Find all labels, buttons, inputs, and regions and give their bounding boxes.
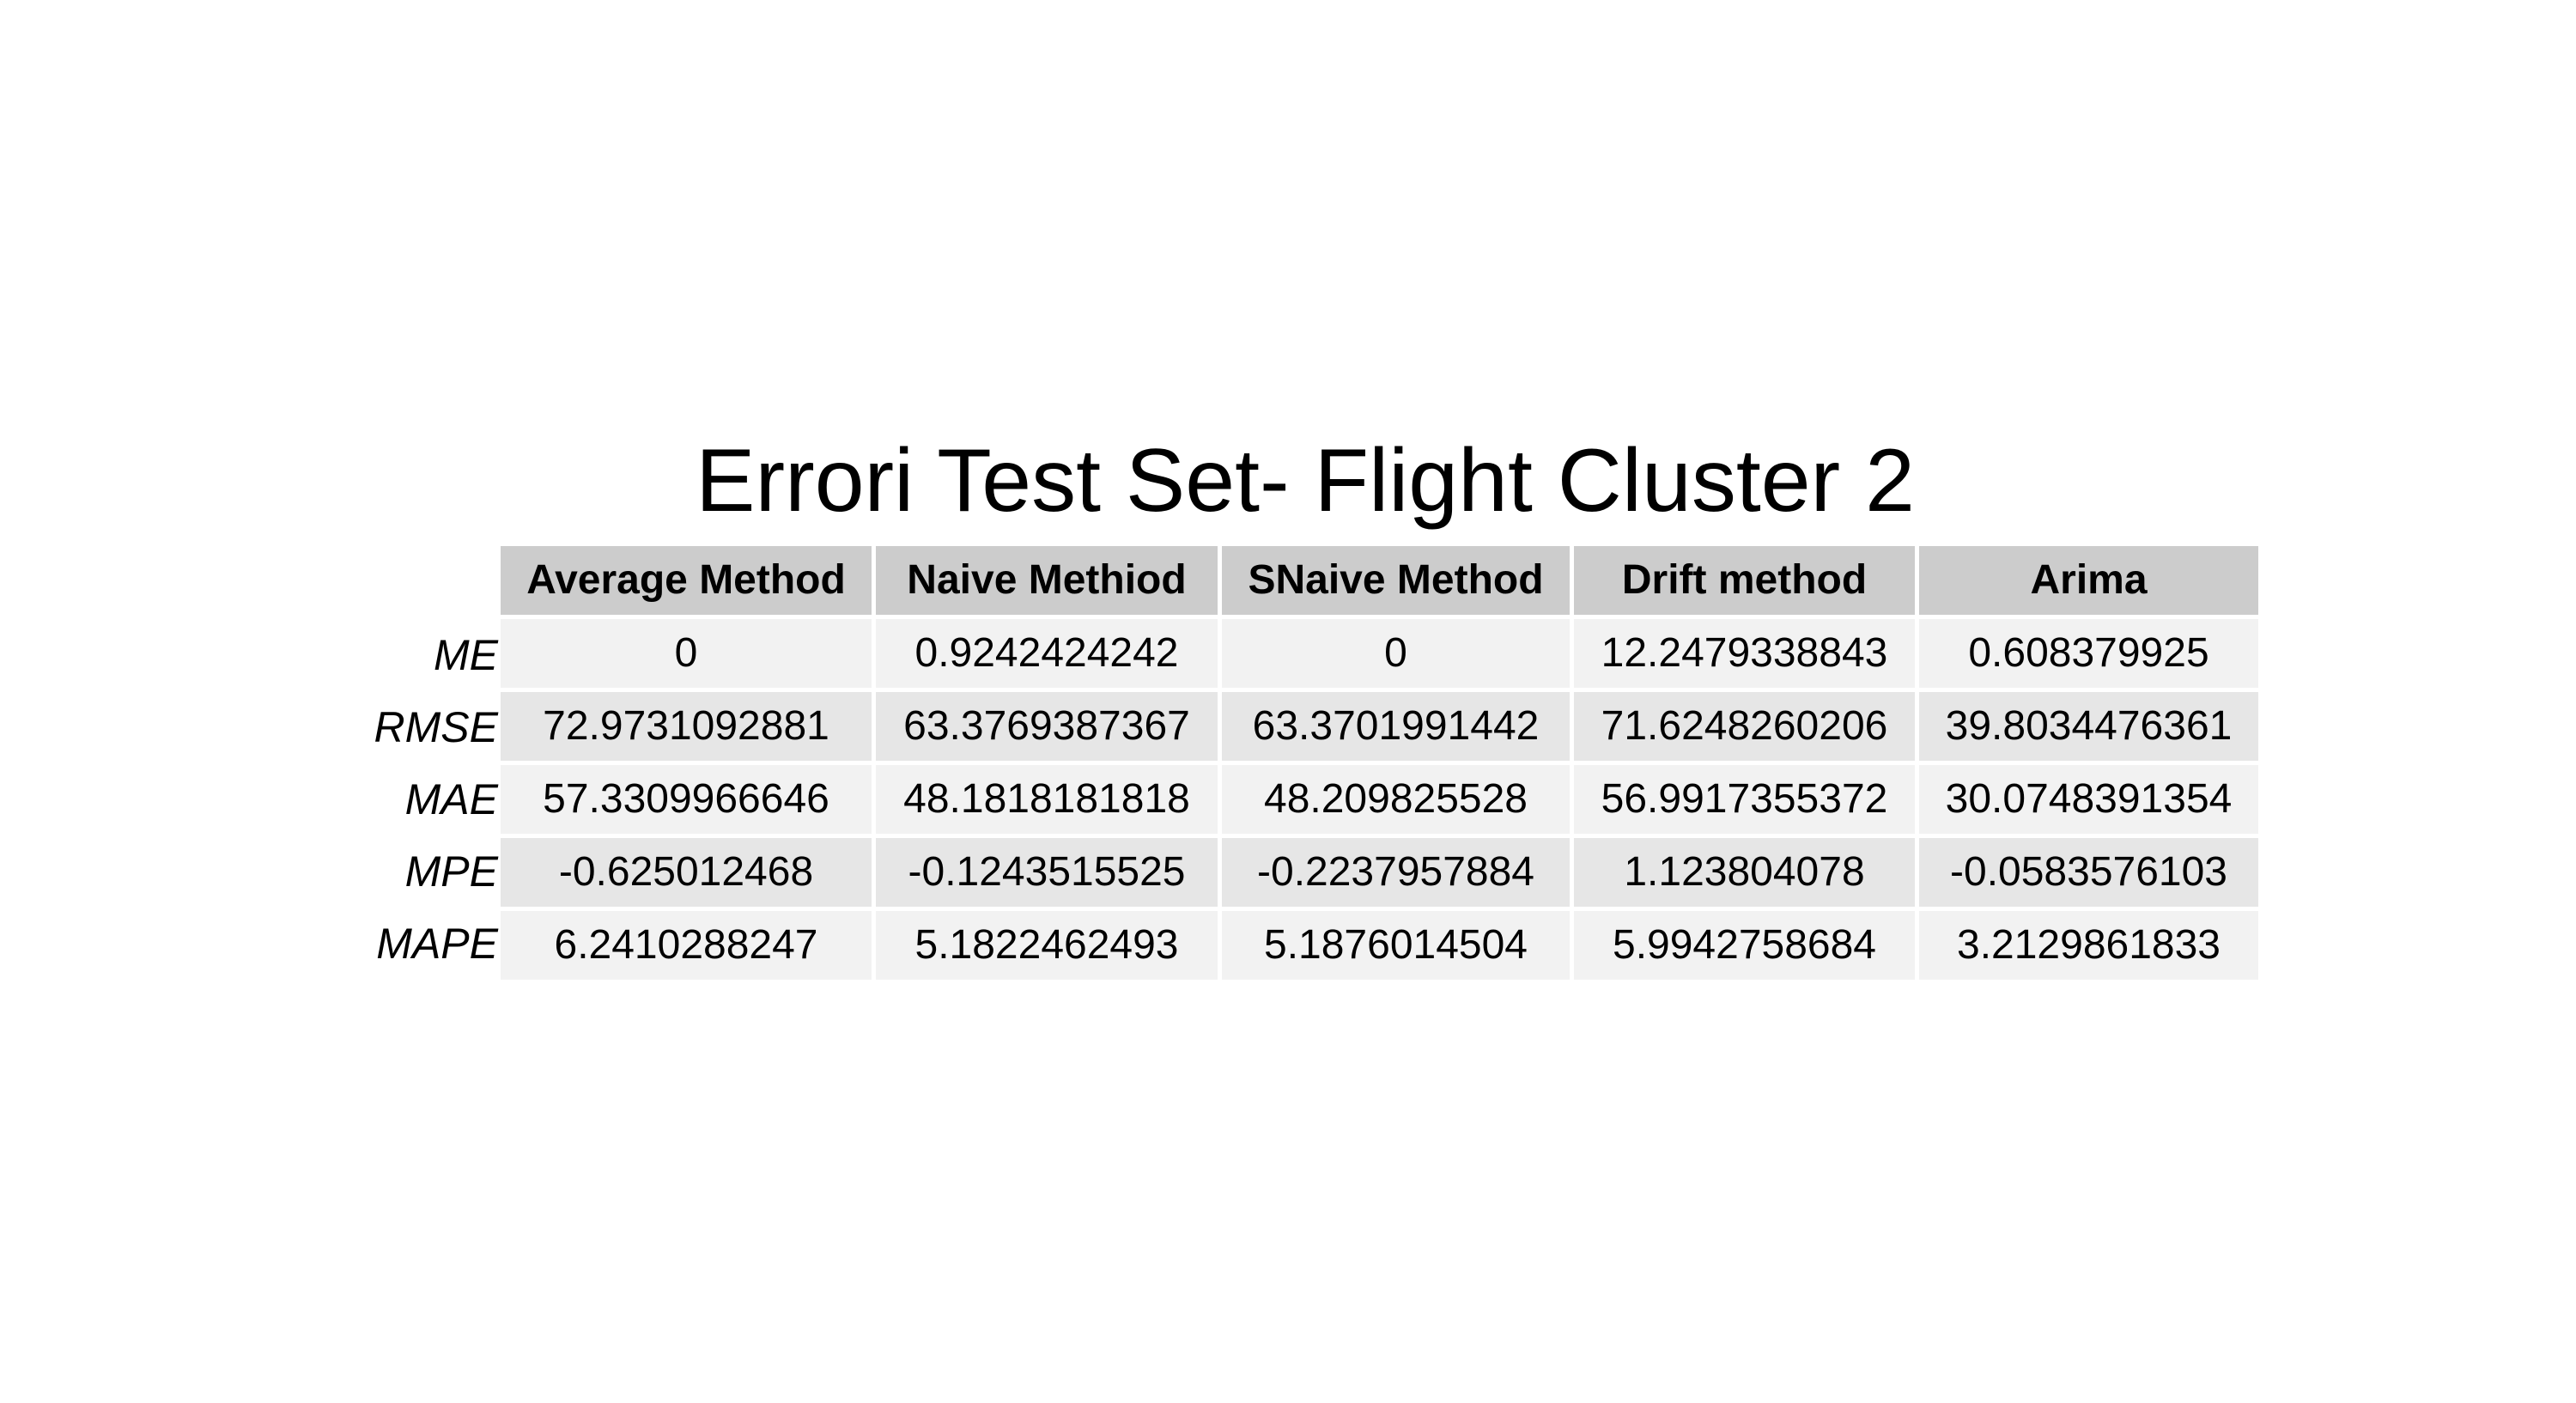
table-row-mpe: -0.625012468 -0.1243515525 -0.2237957884… [501, 838, 2258, 907]
table-cell: 5.1876014504 [1222, 911, 1570, 980]
table-cell: 0.608379925 [1919, 619, 2258, 688]
table-cell: 3.2129861833 [1919, 911, 2258, 980]
row-label-mpe: MPE [404, 847, 498, 896]
table-cell: 63.3701991442 [1222, 692, 1570, 761]
row-labels: ME RMSE MAE MPE MAPE [361, 619, 498, 980]
table-cell: -0.2237957884 [1222, 838, 1570, 907]
table-cell: 0 [501, 619, 872, 688]
row-label-me: ME [434, 631, 498, 679]
table-cell: 1.123804078 [1574, 838, 1915, 907]
table-row-rmse: 72.9731092881 63.3769387367 63.370199144… [501, 692, 2258, 761]
table-cell: 6.2410288247 [501, 911, 872, 980]
table-cell: 0.9242424242 [876, 619, 1218, 688]
table-cell: 72.9731092881 [501, 692, 872, 761]
error-table: Average Method Naive Methiod SNaive Meth… [496, 542, 2263, 984]
table-cell: 0 [1222, 619, 1570, 688]
table-cell: 12.2479338843 [1574, 619, 1915, 688]
column-header-average-method: Average Method [501, 546, 872, 615]
header-row: Average Method Naive Methiod SNaive Meth… [501, 546, 2258, 615]
table-cell: -0.1243515525 [876, 838, 1218, 907]
table-cell: 63.3769387367 [876, 692, 1218, 761]
row-label-rmse: RMSE [374, 703, 498, 751]
column-header-arima: Arima [1919, 546, 2258, 615]
chart-title: Errori Test Set- Flight Cluster 2 [696, 431, 1915, 531]
table-cell: 30.0748391354 [1919, 765, 2258, 834]
column-header-snaive-method: SNaive Method [1222, 546, 1570, 615]
row-label-mape: MAPE [376, 920, 498, 968]
table-cell: -0.0583576103 [1919, 838, 2258, 907]
table-row-mae: 57.3309966646 48.1818181818 48.209825528… [501, 765, 2258, 834]
table-cell: 56.9917355372 [1574, 765, 1915, 834]
table-cell: 48.1818181818 [876, 765, 1218, 834]
table-cell: 5.1822462493 [876, 911, 1218, 980]
row-label-mae: MAE [404, 775, 498, 823]
table-cell: 5.9942758684 [1574, 911, 1915, 980]
table-cell: 57.3309966646 [501, 765, 872, 834]
table-cell: -0.625012468 [501, 838, 872, 907]
column-header-drift-method: Drift method [1574, 546, 1915, 615]
table-cell: 39.8034476361 [1919, 692, 2258, 761]
table-row-mape: 6.2410288247 5.1822462493 5.1876014504 5… [501, 911, 2258, 980]
table-cell: 71.6248260206 [1574, 692, 1915, 761]
table-cell: 48.209825528 [1222, 765, 1570, 834]
table-row-me: 0 0.9242424242 0 12.2479338843 0.6083799… [501, 619, 2258, 688]
column-header-naive-methiod: Naive Methiod [876, 546, 1218, 615]
